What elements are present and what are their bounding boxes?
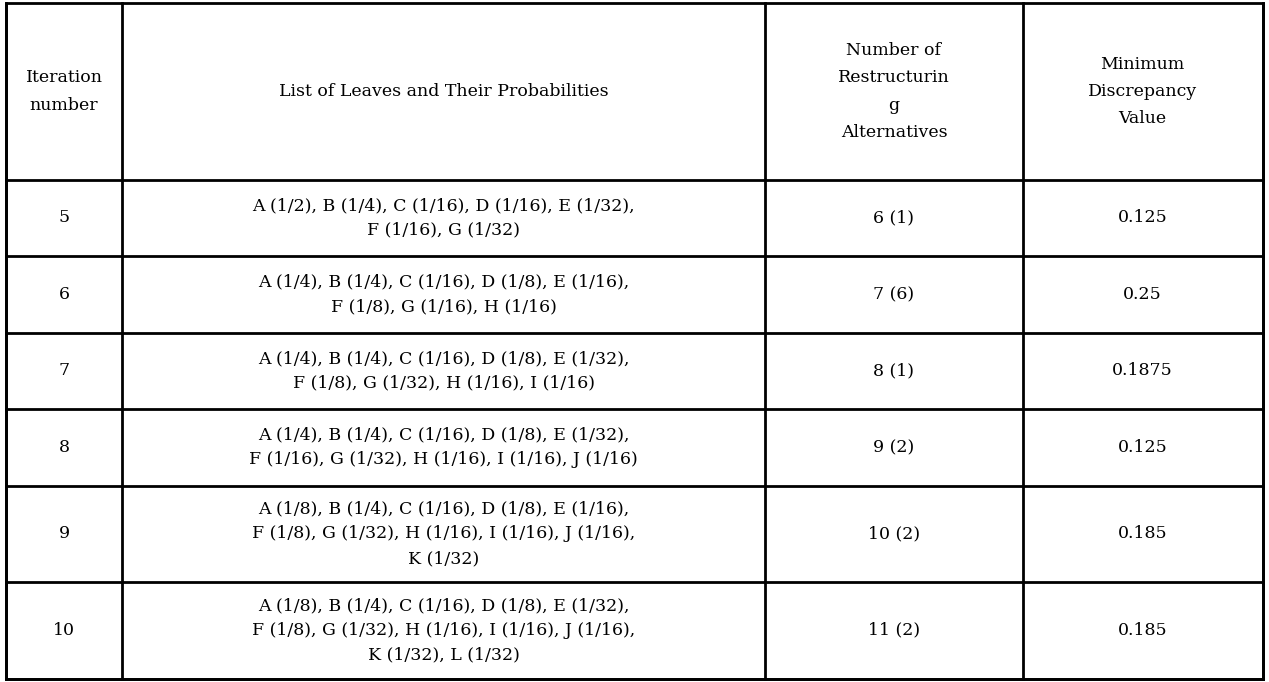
Text: 10: 10 — [53, 622, 75, 639]
Text: A (1/4), B (1/4), C (1/16), D (1/8), E (1/32),
F (1/16), G (1/32), H (1/16), I (: A (1/4), B (1/4), C (1/16), D (1/8), E (… — [249, 426, 638, 469]
Text: 0.25: 0.25 — [1123, 286, 1162, 303]
Text: 8 (1): 8 (1) — [873, 362, 915, 379]
Text: 7: 7 — [58, 362, 70, 379]
Text: 7 (6): 7 (6) — [873, 286, 915, 303]
Text: 11 (2): 11 (2) — [868, 622, 920, 639]
Text: 6: 6 — [58, 286, 70, 303]
Text: A (1/4), B (1/4), C (1/16), D (1/8), E (1/16),
F (1/8), G (1/16), H (1/16): A (1/4), B (1/4), C (1/16), D (1/8), E (… — [258, 273, 629, 315]
Text: 0.125: 0.125 — [1118, 209, 1167, 226]
Text: 9: 9 — [58, 525, 70, 542]
Text: A (1/4), B (1/4), C (1/16), D (1/8), E (1/32),
F (1/8), G (1/32), H (1/16), I (1: A (1/4), B (1/4), C (1/16), D (1/8), E (… — [258, 350, 629, 392]
Text: 0.125: 0.125 — [1118, 439, 1167, 456]
Text: Iteration
number: Iteration number — [25, 70, 103, 114]
Text: 8: 8 — [58, 439, 70, 456]
Text: 5: 5 — [58, 209, 70, 226]
Text: 6 (1): 6 (1) — [873, 209, 915, 226]
Text: Minimum
Discrepancy
Value: Minimum Discrepancy Value — [1088, 56, 1198, 128]
Text: 0.185: 0.185 — [1118, 525, 1167, 542]
Text: List of Leaves and Their Probabilities: List of Leaves and Their Probabilities — [279, 83, 608, 100]
Text: A (1/8), B (1/4), C (1/16), D (1/8), E (1/16),
F (1/8), G (1/32), H (1/16), I (1: A (1/8), B (1/4), C (1/16), D (1/8), E (… — [253, 501, 636, 567]
Text: 10 (2): 10 (2) — [868, 525, 920, 542]
Text: 0.1875: 0.1875 — [1113, 362, 1173, 379]
Text: A (1/2), B (1/4), C (1/16), D (1/16), E (1/32),
F (1/16), G (1/32): A (1/2), B (1/4), C (1/16), D (1/16), E … — [253, 197, 634, 239]
Text: Number of
Restructurin
g
Alternatives: Number of Restructurin g Alternatives — [838, 42, 949, 141]
Text: 0.185: 0.185 — [1118, 622, 1167, 639]
Text: 9 (2): 9 (2) — [873, 439, 915, 456]
Text: A (1/8), B (1/4), C (1/16), D (1/8), E (1/32),
F (1/8), G (1/32), H (1/16), I (1: A (1/8), B (1/4), C (1/16), D (1/8), E (… — [253, 597, 636, 664]
